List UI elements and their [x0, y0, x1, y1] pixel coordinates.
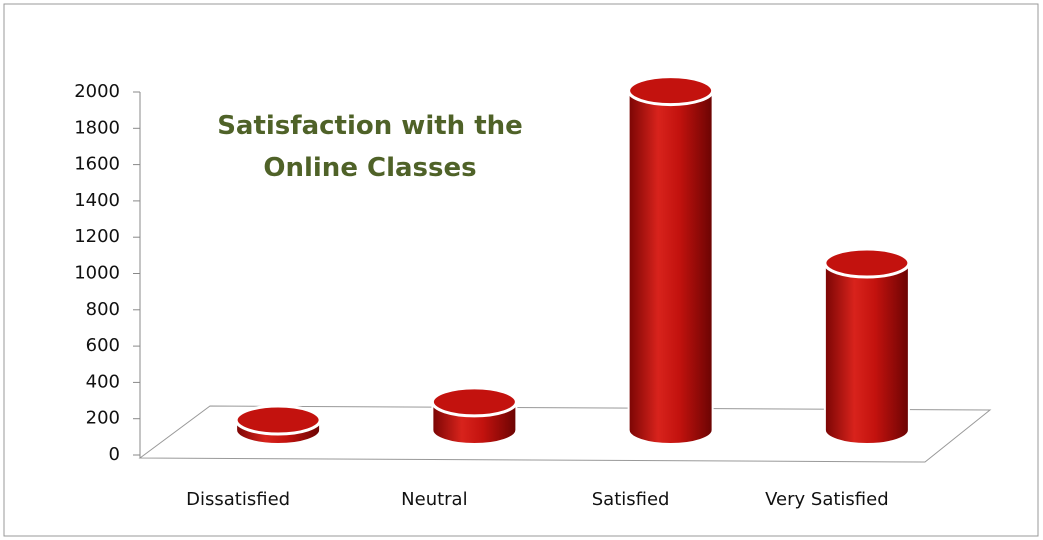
y-tick-label: 200: [86, 408, 120, 429]
x-tick-label: Neutral: [401, 489, 467, 510]
bar-top: [627, 75, 715, 107]
frame: [3, 3, 1039, 537]
y-tick-label: 600: [86, 335, 120, 356]
bar: [234, 404, 322, 445]
bar-top: [430, 386, 518, 418]
bar-top: [823, 247, 911, 279]
bar-body: [823, 262, 910, 445]
bar: [627, 75, 715, 445]
y-tick-label: 1800: [74, 117, 120, 138]
bar-top: [234, 404, 322, 436]
x-tick-label: Very Satisfied: [765, 489, 889, 510]
y-tick-label: 400: [86, 371, 120, 392]
bar-body: [627, 89, 714, 445]
y-tick-label: 1200: [74, 226, 120, 247]
bar: [430, 386, 518, 445]
y-tick-label: 2000: [74, 81, 120, 102]
y-tick-label: 800: [86, 299, 120, 320]
y-tick-label: 1600: [74, 154, 120, 175]
chart-title: Satisfaction with the Online Classes: [217, 111, 523, 183]
x-tick-label: Dissatisfied: [186, 489, 290, 510]
floor: [138, 405, 992, 463]
y-tick-label: 0: [109, 444, 120, 465]
y-tick-label: 1000: [74, 263, 120, 284]
bar: [823, 247, 911, 445]
y-tick-label: 1400: [74, 190, 120, 211]
x-tick-label: Satisfied: [592, 489, 670, 510]
